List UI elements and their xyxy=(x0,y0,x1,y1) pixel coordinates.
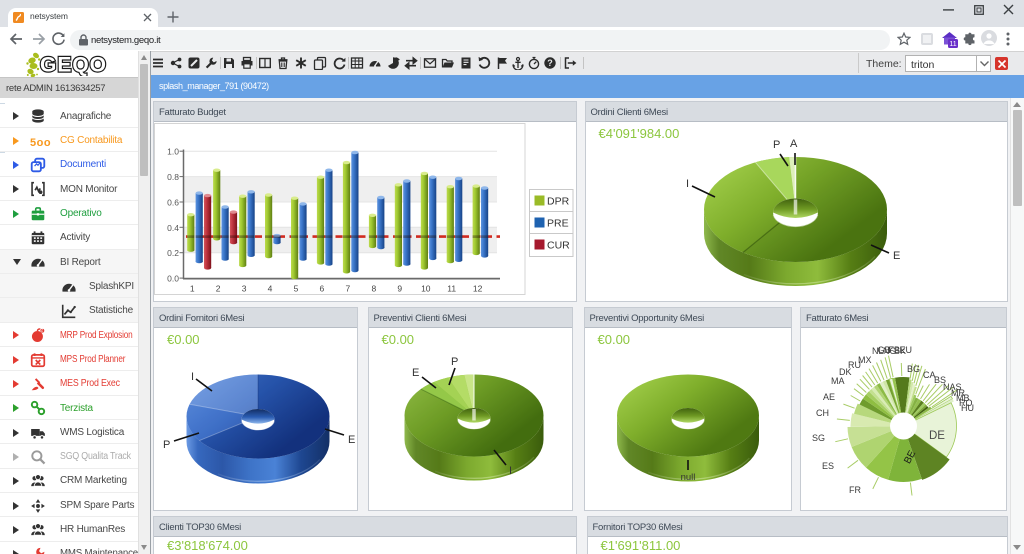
svg-text:9: 9 xyxy=(397,284,402,294)
svg-text:11: 11 xyxy=(447,284,456,294)
svg-text:MX: MX xyxy=(858,355,872,365)
svg-text:E: E xyxy=(893,250,900,262)
svg-text:7: 7 xyxy=(346,284,351,294)
svg-text:I: I xyxy=(191,371,194,383)
svg-text:8: 8 xyxy=(372,284,377,294)
svg-text:P: P xyxy=(451,356,458,368)
svg-text:NG: NG xyxy=(883,346,897,356)
svg-text:0.8: 0.8 xyxy=(167,172,179,182)
svg-text:BG: BG xyxy=(907,364,920,374)
svg-text:NL: NL xyxy=(872,346,884,356)
svg-text:3: 3 xyxy=(242,284,247,294)
svg-text:0.4: 0.4 xyxy=(167,223,179,233)
svg-text:CUR: CUR xyxy=(547,240,570,252)
svg-text:EU: EU xyxy=(900,345,913,355)
svg-text:null: null xyxy=(681,472,696,483)
svg-text:GEQO: GEQO xyxy=(40,54,107,77)
svg-text:E: E xyxy=(348,434,355,446)
svg-text:E: E xyxy=(412,367,419,379)
svg-text:P: P xyxy=(163,439,170,451)
svg-text:0.2: 0.2 xyxy=(167,248,179,258)
svg-text:DE: DE xyxy=(929,430,945,442)
svg-text:I: I xyxy=(509,465,512,477)
svg-text:NAS: NAS xyxy=(943,382,962,392)
svg-text:GB: GB xyxy=(878,345,891,355)
svg-text:CH: CH xyxy=(816,408,829,418)
svg-text:1.0: 1.0 xyxy=(167,147,179,157)
svg-text:SG: SG xyxy=(812,433,825,443)
svg-text:10: 10 xyxy=(421,284,431,294)
svg-text:12: 12 xyxy=(473,284,483,294)
svg-text:BS: BS xyxy=(934,375,946,385)
svg-text:0.6: 0.6 xyxy=(167,198,179,208)
svg-text:2: 2 xyxy=(41,328,44,333)
svg-text:6: 6 xyxy=(320,284,325,294)
svg-text:SK: SK xyxy=(894,346,906,356)
svg-text:DPR: DPR xyxy=(547,196,570,208)
svg-text:11: 11 xyxy=(949,41,956,48)
svg-text:AE: AE xyxy=(823,392,835,402)
svg-text:FB: FB xyxy=(889,345,901,355)
svg-text:2: 2 xyxy=(216,284,221,294)
svg-text:1: 1 xyxy=(190,284,195,294)
svg-text:MB: MB xyxy=(956,393,970,403)
svg-text:?: ? xyxy=(547,58,553,68)
svg-text:I: I xyxy=(686,178,689,190)
svg-text:CA: CA xyxy=(923,370,936,380)
svg-text:MR: MR xyxy=(951,388,965,398)
svg-text:ES: ES xyxy=(822,461,834,471)
svg-text:A: A xyxy=(790,138,798,150)
svg-text:HU: HU xyxy=(961,403,974,413)
svg-text:5: 5 xyxy=(294,284,299,294)
svg-text:PRE: PRE xyxy=(547,218,569,230)
svg-text:RO: RO xyxy=(959,398,973,408)
svg-text:FR: FR xyxy=(849,485,861,495)
svg-text:0.0: 0.0 xyxy=(167,274,179,284)
svg-text:RU: RU xyxy=(848,360,861,370)
svg-text:4: 4 xyxy=(268,284,273,294)
svg-text:MA: MA xyxy=(831,376,845,386)
svg-text:DK: DK xyxy=(839,367,852,377)
svg-text:P: P xyxy=(773,139,780,151)
